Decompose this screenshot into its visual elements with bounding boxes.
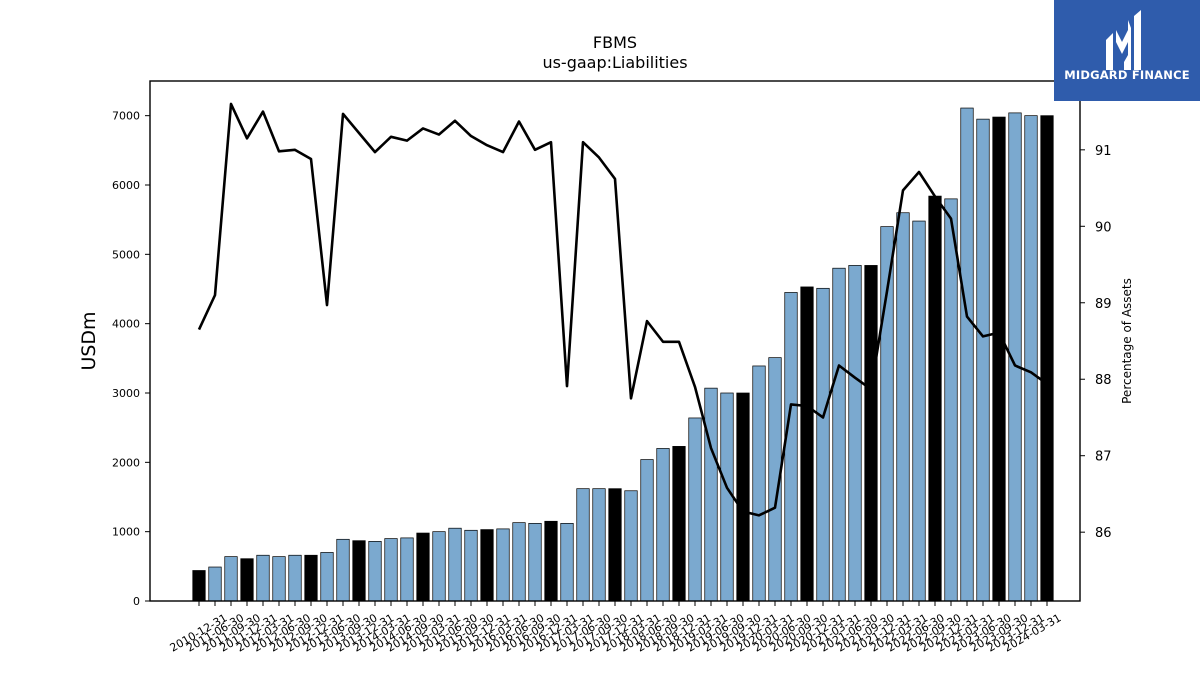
bar: [736, 392, 750, 602]
bar: [992, 116, 1006, 602]
y2-axis-label: Percentage of Assets: [1120, 278, 1134, 404]
y2-tick-label: 86: [1095, 526, 1112, 541]
bar: [512, 522, 526, 602]
brand-logo: MIDGARD FINANCE: [1054, 0, 1200, 101]
bar: [384, 538, 398, 602]
y2-tick-label: 87: [1095, 450, 1112, 465]
bar: [592, 488, 606, 602]
bar: [240, 558, 254, 602]
bar: [448, 527, 462, 602]
bar: [928, 195, 942, 602]
bar: [1040, 115, 1054, 602]
y-tick-label: 0: [133, 595, 140, 608]
bar: [720, 392, 734, 602]
bar: [432, 531, 446, 602]
y-tick-label: 3000: [112, 387, 140, 400]
bar: [304, 554, 318, 602]
bar: [272, 556, 286, 602]
bar: [256, 554, 270, 602]
logo-mark-icon: [1106, 10, 1141, 70]
bar: [496, 528, 510, 602]
logo-text: MIDGARD FINANCE: [1064, 68, 1190, 82]
y-tick-label: 2000: [112, 456, 140, 469]
bar: [192, 570, 206, 602]
y-tick-label: 6000: [112, 179, 140, 192]
bar: [336, 538, 350, 602]
bar: [624, 490, 638, 602]
bar: [960, 107, 974, 602]
bar: [832, 267, 846, 602]
bar: [800, 286, 814, 602]
bar: [608, 488, 622, 602]
bar: [224, 556, 238, 602]
percentage-line: [197, 102, 1048, 517]
bar: [1024, 115, 1038, 602]
bar: [672, 446, 686, 602]
axes-group: 0 1000 2000 3000 4000 5000 6000 7000 86 87 88 89 90 9…: [112, 80, 1112, 655]
bar: [640, 459, 654, 602]
bar: [368, 541, 382, 602]
chart-title: FBMS: [593, 33, 637, 52]
bar: [784, 292, 798, 602]
bar: [576, 488, 590, 602]
y-axis-label: USDm: [78, 311, 100, 370]
bar: [560, 522, 574, 602]
y-tick-label: 7000: [112, 110, 140, 123]
bar: [480, 529, 494, 602]
bar: [752, 365, 766, 602]
y2-tick-label: 88: [1095, 373, 1112, 388]
bar: [896, 212, 910, 602]
bar: [704, 387, 718, 602]
bar: [528, 522, 542, 602]
y-tick-label: 4000: [112, 318, 140, 331]
y2-tick-label: 89: [1095, 297, 1112, 312]
bar: [352, 540, 366, 602]
bar: [688, 417, 702, 602]
bar: [208, 566, 222, 602]
bar: [880, 226, 894, 602]
bar: [944, 198, 958, 602]
y-tick-label: 5000: [112, 248, 140, 261]
y-tick-label: 1000: [112, 526, 140, 539]
chart-subtitle: us-gaap:Liabilities: [542, 53, 687, 72]
y2-tick-label: 90: [1095, 220, 1112, 235]
bar: [416, 532, 430, 602]
bar: [912, 220, 926, 602]
line-group: [197, 102, 1048, 517]
bar: [976, 118, 990, 602]
bar: [320, 552, 334, 602]
bar: [400, 537, 414, 602]
bar: [816, 287, 830, 602]
y2-tick-label: 91: [1095, 144, 1112, 159]
bar: [544, 520, 558, 602]
bar: [848, 265, 862, 602]
bar: [288, 554, 302, 602]
bar: [864, 265, 878, 602]
bar: [656, 448, 670, 602]
bar: [464, 529, 478, 602]
